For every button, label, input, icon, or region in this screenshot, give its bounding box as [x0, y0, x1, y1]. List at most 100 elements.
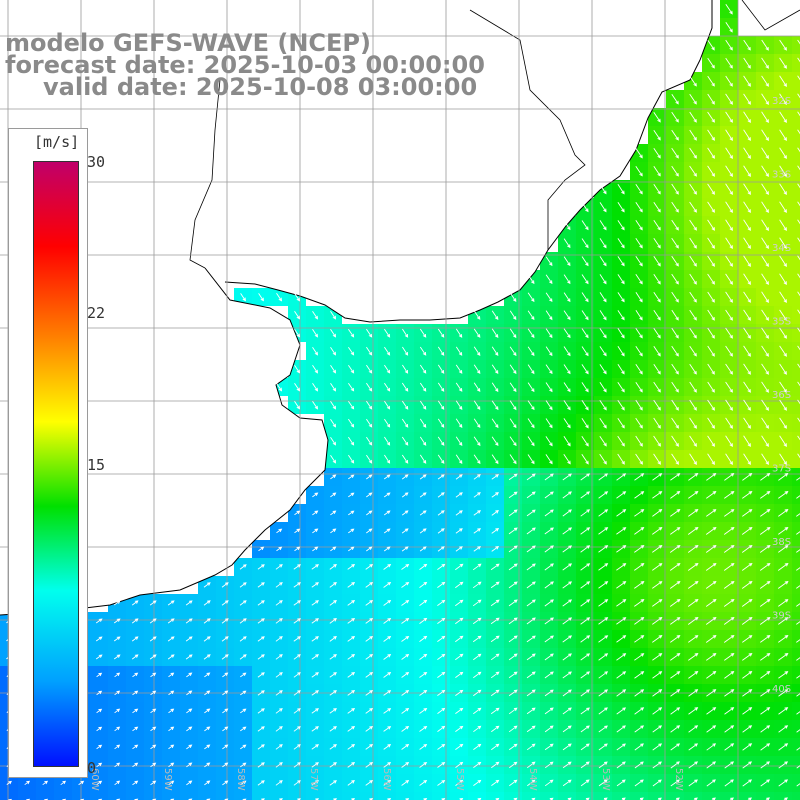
- wind-arrow: [580, 671, 591, 679]
- wind-arrow: [761, 165, 769, 177]
- wind-arrow: [384, 400, 391, 410]
- wind-arrow: [150, 726, 157, 732]
- wind-arrow: [778, 545, 789, 553]
- wind-arrow: [797, 291, 800, 297]
- wind-arrow: [563, 328, 571, 339]
- wind-cell: [792, 522, 800, 540]
- wind-arrow: [652, 599, 663, 607]
- wind-arrow: [330, 436, 337, 446]
- wind-arrow: [419, 779, 428, 786]
- lat-label: 36S: [772, 390, 791, 401]
- wind-arrow: [473, 400, 481, 410]
- wind-arrow: [257, 762, 265, 768]
- wind-arrow: [635, 435, 643, 447]
- wind-arrow: [563, 256, 571, 267]
- wind-arrow: [455, 779, 464, 786]
- wind-arrow: [580, 563, 591, 571]
- wind-arrow: [526, 527, 536, 535]
- wind-arrow: [419, 671, 428, 678]
- wind-arrow: [167, 600, 175, 606]
- wind-arrow: [761, 57, 769, 69]
- wind-arrow: [491, 743, 500, 751]
- wind-arrow: [797, 165, 800, 171]
- wind-arrow: [544, 779, 554, 787]
- wind-arrow: [347, 708, 356, 714]
- wind-arrow: [347, 618, 356, 624]
- wind-arrow: [437, 653, 446, 660]
- wind-arrow: [149, 636, 157, 642]
- wind-arrow: [6, 780, 12, 785]
- wind-arrow: [653, 327, 661, 339]
- wind-arrow: [348, 346, 355, 356]
- wind-arrow: [330, 510, 337, 516]
- wind-arrow: [437, 563, 446, 570]
- wind-arrow: [653, 381, 661, 393]
- wind-arrow: [60, 780, 67, 786]
- wind-arrow: [437, 707, 446, 714]
- wind-arrow: [599, 400, 607, 411]
- wind-arrow: [527, 328, 535, 339]
- wind-arrow: [741, 544, 753, 553]
- wind-arrow: [437, 725, 446, 732]
- wind-arrow: [761, 399, 769, 411]
- wind-arrow: [689, 327, 697, 339]
- wind-arrow: [491, 328, 499, 338]
- wind-cell: [324, 792, 342, 800]
- wind-arrow: [294, 293, 301, 302]
- wind-arrow: [562, 689, 572, 697]
- wind-arrow: [369, 798, 374, 800]
- wind-arrow: [383, 474, 391, 480]
- wind-arrow: [653, 183, 661, 195]
- wind-arrow: [580, 509, 591, 517]
- wind-arrow: [473, 653, 482, 661]
- wind-arrow: [437, 617, 446, 624]
- wind-arrow: [545, 292, 553, 303]
- wind-cell: [558, 792, 576, 800]
- wind-arrow: [689, 309, 697, 321]
- wind-arrow: [706, 491, 717, 499]
- wind-arrow: [366, 492, 373, 498]
- wind-arrow: [634, 545, 645, 553]
- wind-arrow: [635, 381, 643, 393]
- wind-arrow: [779, 309, 787, 321]
- wind-arrow: [705, 598, 717, 607]
- wind-arrow: [671, 453, 679, 465]
- lat-label: 33S: [772, 170, 791, 181]
- wind-arrow: [491, 761, 500, 769]
- coastline-ne: [741, 0, 800, 31]
- wind-arrow: [401, 743, 410, 750]
- wind-arrow: [544, 761, 554, 769]
- wind-arrow: [204, 708, 211, 714]
- wind-arrow: [366, 382, 373, 392]
- wind-arrow: [652, 635, 663, 643]
- wind-arrow: [652, 491, 663, 499]
- wind-cell: [126, 792, 144, 800]
- wind-arrow: [796, 495, 800, 499]
- wind-arrow: [778, 707, 789, 715]
- wind-arrow: [705, 616, 717, 625]
- wind-arrow: [670, 509, 681, 517]
- wind-arrow: [797, 453, 800, 459]
- wind-arrow: [725, 399, 733, 411]
- wind-arrow: [544, 689, 554, 697]
- wind-arrow: [725, 291, 733, 303]
- wind-arrow: [402, 328, 409, 338]
- wind-arrow: [293, 708, 301, 714]
- wind-arrow: [778, 725, 789, 733]
- wind-arrow: [580, 635, 591, 643]
- wind-arrow: [634, 581, 645, 589]
- wind-arrow: [797, 57, 800, 63]
- wind-arrow: [599, 202, 607, 213]
- wind-arrow: [723, 634, 735, 643]
- wind-arrow: [311, 618, 319, 624]
- wind-arrow: [743, 201, 751, 213]
- wind-arrow: [186, 780, 193, 786]
- wind-arrow: [203, 600, 211, 606]
- wind-arrow: [544, 635, 554, 643]
- wind-arrow: [329, 600, 337, 606]
- wind-arrow: [562, 509, 572, 517]
- lat-label: 38S: [772, 537, 791, 548]
- wind-arrow: [635, 346, 643, 357]
- wind-arrow: [562, 725, 572, 733]
- wind-arrow: [760, 689, 771, 697]
